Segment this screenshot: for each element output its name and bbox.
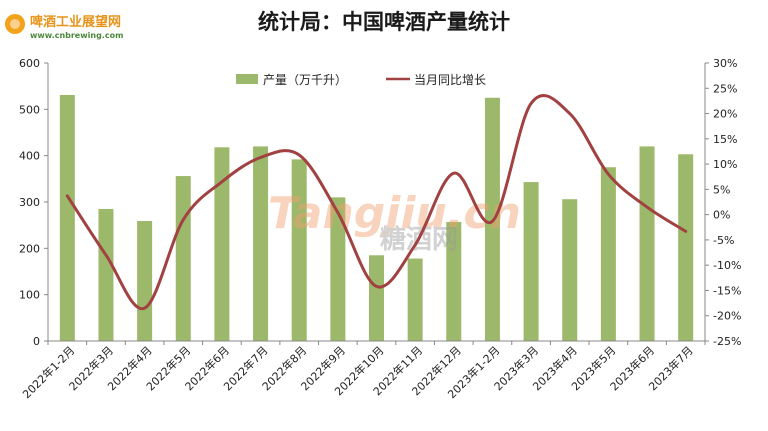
bar [291,159,307,341]
bar-series [59,94,694,341]
legend-bar-label: 产量（万千升） [263,73,347,87]
bar [330,197,346,341]
legend: 产量（万千升） 当月同比增长 [236,73,486,87]
bar [678,154,694,341]
right-tick-label: 5% [713,183,730,196]
bar [98,208,114,341]
left-tick-label: 0 [33,335,40,348]
left-tick-label: 100 [19,289,40,302]
right-tick-label: -20% [713,310,741,323]
bar [59,94,75,341]
bar [214,147,230,341]
bar [600,167,616,341]
bar [137,220,153,341]
right-tick-label: -5% [713,234,734,247]
bar [639,146,655,341]
x-tick-label: 2022年1-2月 [19,343,77,401]
left-tick-label: 300 [19,196,40,209]
right-tick-label: -25% [713,335,741,348]
right-tick-label: 15% [713,133,737,146]
right-tick-label: 30% [713,57,737,70]
bar [562,199,578,341]
bar [407,258,423,341]
left-tick-label: 400 [19,150,40,163]
right-tick-label: 0% [713,209,730,222]
right-tick-label: 20% [713,108,737,121]
bar [446,221,462,341]
left-tick-label: 200 [19,242,40,255]
legend-bar-swatch [236,74,258,84]
bar [369,255,384,341]
bar [175,176,191,341]
bar [523,182,539,341]
logo-text: 啤酒工业展望网 [30,14,121,30]
right-tick-label: 10% [713,158,737,171]
logo-url: www.cnbrewing.com [30,31,123,40]
line-series [65,94,688,310]
bar [253,146,269,341]
right-tick-label: 25% [713,82,737,95]
right-tick-label: -15% [713,284,741,297]
growth-line [65,94,688,310]
legend-line-label: 当月同比增长 [414,73,486,87]
brand-logo: 啤酒工业展望网 www.cnbrewing.com [5,14,123,40]
right-tick-label: -10% [713,259,741,272]
chart-title: 统计局：中国啤酒产量统计 [258,9,510,34]
left-tick-label: 500 [19,103,40,116]
left-tick-label: 600 [19,57,40,70]
